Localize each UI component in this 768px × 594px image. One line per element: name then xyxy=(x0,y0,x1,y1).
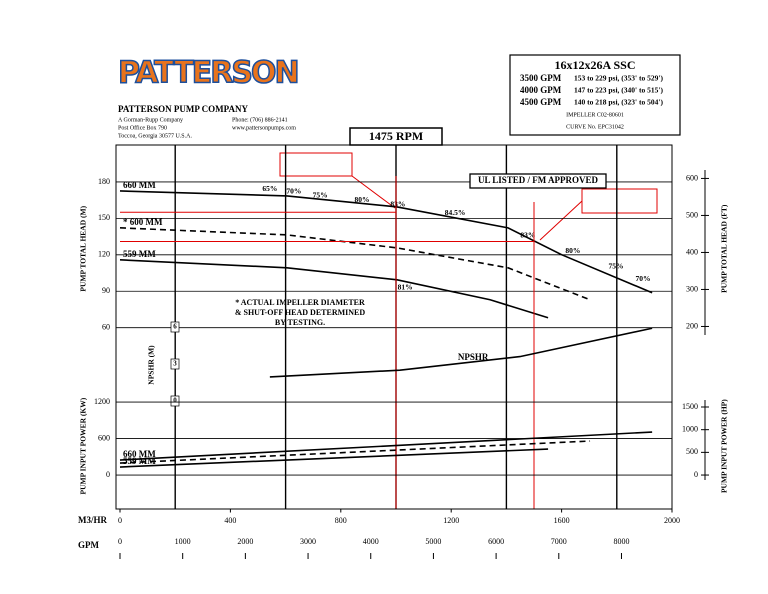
efficiency-label: 81% xyxy=(398,282,413,291)
efficiency-label: 84.5% xyxy=(445,208,466,217)
spec-range: 153 to 229 psi, (353' to 529') xyxy=(574,74,663,83)
x-tick-label: 2000 xyxy=(664,516,680,525)
company-line: A Gorman-Rupp Company xyxy=(118,117,183,123)
badge: UL LISTED / FM APPROVED xyxy=(478,175,599,185)
spec-range: 140 to 218 psi, (323' to 504') xyxy=(574,98,663,107)
spec-range: 147 to 223 psi, (340' to 515') xyxy=(574,86,663,95)
curve xyxy=(119,440,591,464)
badge-box xyxy=(469,173,607,189)
y2-tick-label: 0 xyxy=(694,470,698,479)
x2-axis-title: GPM xyxy=(78,540,99,550)
x2-tick-label: 7000 xyxy=(551,537,567,546)
tick-box xyxy=(170,358,180,370)
note: & SHUT-OFF HEAD DETERMINED xyxy=(235,308,366,317)
y2-tick-label: 500 xyxy=(686,447,698,456)
x2-tick-label: 5000 xyxy=(425,537,441,546)
plot-frame xyxy=(115,144,673,510)
x2-tick-label: 1000 xyxy=(175,537,191,546)
curve xyxy=(269,327,653,378)
company-name: PATTERSON PUMP COMPANY xyxy=(118,104,248,114)
x2-tick-label: 0 xyxy=(118,537,122,546)
efficiency-label: 83% xyxy=(520,231,535,240)
callout-arrow xyxy=(351,175,396,209)
callout-box xyxy=(279,152,353,177)
efficiency-label: 70% xyxy=(286,186,301,195)
callout-arrow xyxy=(539,200,583,241)
x-tick-label: 400 xyxy=(224,516,236,525)
tick-box xyxy=(170,395,180,407)
efficiency-label: 75% xyxy=(608,262,623,271)
efficiency-label: 75% xyxy=(313,191,328,200)
spec-flow: 3500 GPM xyxy=(520,73,562,83)
speed: 1475 RPM xyxy=(369,129,423,143)
y-tick-label: 150 xyxy=(98,213,110,222)
spec-box xyxy=(509,54,681,136)
note: BY TESTING. xyxy=(275,318,325,327)
y2-tick-label: 1000 xyxy=(682,425,698,434)
curve xyxy=(119,227,591,301)
efficiency-label: 65% xyxy=(262,184,277,193)
spec-impeller: IMPELLER C02-80601 xyxy=(566,112,624,118)
note: * ACTUAL IMPELLER DIAMETER xyxy=(235,298,365,307)
y-tick-label: 0 xyxy=(173,397,177,405)
x2-tick-label: 2000 xyxy=(237,537,253,546)
x-tick-label: 800 xyxy=(335,516,347,525)
curve-label: 559 MM xyxy=(123,249,156,259)
curve xyxy=(119,448,549,468)
curve-label: * 600 MM xyxy=(123,217,163,227)
y-tick-label: 6 xyxy=(173,323,177,331)
contact-line: www.pattersonpumps.com xyxy=(232,125,296,131)
curve-label: 559 MM xyxy=(123,456,156,466)
curve xyxy=(119,431,653,461)
y2-tick-label: 200 xyxy=(686,321,698,330)
x2-tick-label: 8000 xyxy=(613,537,629,546)
y-axis-title: NPSHR (M) xyxy=(147,345,156,385)
tick-box xyxy=(170,321,180,333)
spec-curve: CURVE No. EPC31042 xyxy=(566,124,624,130)
spec-flow: 4500 GPM xyxy=(520,97,562,107)
callout-box xyxy=(581,188,658,214)
x-tick-label: 0 xyxy=(118,516,122,525)
y-axis-title: PUMP INPUT POWER (KW) xyxy=(79,397,88,494)
y-tick-label: 180 xyxy=(98,177,110,186)
x-tick-label: 1200 xyxy=(443,516,459,525)
spec-model: 16x12x26A SSC xyxy=(554,58,635,72)
y2-axis-title: PUMP INPUT POWER (HP) xyxy=(720,399,729,493)
y2-tick-label: 300 xyxy=(686,284,698,293)
x-axis-title: M3/HR xyxy=(78,515,107,525)
y-tick-label: 3 xyxy=(173,360,177,368)
efficiency-label: 83% xyxy=(390,200,405,209)
logo: PATTERSON xyxy=(118,56,298,91)
y-tick-label: 90 xyxy=(102,286,110,295)
y2-tick-label: 600 xyxy=(686,173,698,182)
curve-label: 660 MM xyxy=(123,180,156,190)
y-tick-label: 60 xyxy=(102,323,110,332)
contact-line: Phone: (706) 886-2141 xyxy=(232,116,288,123)
curve xyxy=(119,190,653,294)
y-axis-title: PUMP TOTAL HEAD (M) xyxy=(79,205,88,291)
y2-tick-label: 400 xyxy=(686,247,698,256)
y-tick-label: 1200 xyxy=(94,397,110,406)
y2-axis-title: PUMP TOTAL HEAD (FT) xyxy=(720,204,729,293)
spec-flow: 4000 GPM xyxy=(520,85,562,95)
y-tick-label: 120 xyxy=(98,250,110,259)
x2-tick-label: 3000 xyxy=(300,537,316,546)
y2-tick-label: 500 xyxy=(686,210,698,219)
x2-tick-label: 4000 xyxy=(363,537,379,546)
company-line: Post Office Box 790 xyxy=(118,124,167,131)
efficiency-label: 80% xyxy=(355,195,370,204)
x-tick-label: 1600 xyxy=(554,516,570,525)
y2-tick-label: 1500 xyxy=(682,402,698,411)
efficiency-label: 80% xyxy=(565,246,580,255)
efficiency-label: 70% xyxy=(636,274,651,283)
curve-label: 660 MM xyxy=(123,449,156,459)
curve xyxy=(119,259,549,319)
company-line: Toccoa, Georgia 30577 U.S.A. xyxy=(118,133,192,139)
x2-tick-label: 6000 xyxy=(488,537,504,546)
y-tick-label: 600 xyxy=(98,433,110,442)
curve-label: NPSHR xyxy=(458,352,489,362)
y-tick-label: 0 xyxy=(106,470,110,479)
